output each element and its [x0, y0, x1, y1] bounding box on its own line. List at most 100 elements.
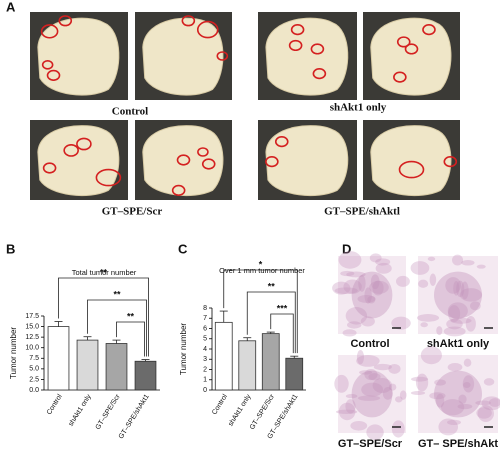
significance-bracket	[223, 269, 298, 354]
bar	[47, 326, 70, 391]
tissue	[37, 17, 120, 96]
tumor-ring	[404, 43, 419, 55]
tumor-ring	[181, 15, 196, 27]
tissue-cell	[382, 386, 393, 400]
y-tick-label: 0	[203, 387, 207, 394]
tumor-ring	[312, 67, 327, 80]
significance-label: **	[268, 281, 276, 291]
tissue-cell	[453, 281, 460, 296]
tissue	[265, 17, 349, 96]
histology-image	[418, 256, 498, 334]
y-axis-label: Tumor number	[9, 327, 18, 380]
tissue-cell	[459, 288, 483, 302]
group-caption: GT–SPE/Scr	[102, 206, 163, 218]
bar	[76, 339, 99, 391]
tissue-cell	[461, 259, 475, 266]
tissue-cell	[357, 294, 376, 303]
tissue-cell	[481, 396, 500, 411]
tissue-cell	[447, 419, 461, 425]
panel-label: B	[6, 241, 15, 256]
significance-bracket	[246, 291, 296, 354]
y-tick-label: 8	[203, 305, 207, 312]
tumor-ring	[46, 69, 61, 81]
y-tick-label: 6	[203, 325, 207, 332]
y-tick-label: 7	[203, 315, 207, 322]
tissue-cell	[411, 376, 429, 382]
tissue-cell	[345, 307, 368, 325]
tissue-cell	[447, 363, 463, 372]
tissue-cell	[375, 262, 392, 274]
tissue-cell	[445, 277, 462, 294]
y-tick-label: 1	[203, 377, 207, 384]
x-tick-label: Control	[46, 393, 64, 416]
tumor-ring	[422, 23, 436, 36]
tissue-cell	[448, 305, 461, 323]
tissue-cell	[447, 302, 468, 320]
tissue-mass	[434, 370, 482, 418]
tissue-cell	[346, 321, 362, 329]
bar	[214, 321, 233, 391]
tissue-cell	[438, 418, 459, 436]
tissue-cell	[463, 358, 472, 367]
tissue-cell	[358, 274, 366, 292]
tissue-cell	[450, 317, 472, 324]
tissue-mass	[351, 370, 393, 418]
tissue-cell	[457, 403, 473, 410]
tissue-cell	[475, 400, 492, 406]
x-tick-label: GT–SPE/Scr	[249, 393, 277, 431]
y-tick-label: 2	[203, 366, 207, 373]
tissue-cell	[345, 399, 356, 414]
tissue-cell	[427, 256, 436, 262]
tumor-ring	[197, 147, 209, 157]
tissue-cell	[364, 368, 378, 381]
y-tick-label: 17.5	[25, 313, 39, 320]
tissue-cell	[366, 424, 384, 441]
y-tick-label: 3	[203, 356, 207, 363]
tissue	[370, 125, 452, 197]
tissue-cell	[340, 270, 355, 277]
y-tick-label: 0.0	[29, 387, 39, 394]
tissue-cell	[420, 322, 428, 328]
tissue-cell	[334, 374, 349, 393]
image-caption: Control	[350, 338, 389, 350]
y-tick-label: 5	[203, 336, 207, 343]
tissue-cell	[359, 370, 373, 375]
tissue-cell	[446, 318, 463, 330]
y-tick-label: 2.5	[29, 376, 39, 383]
tissue-cell	[488, 398, 500, 407]
significance-bracket	[270, 313, 294, 354]
x-tick-label: shAkt1 only	[227, 393, 252, 428]
tumor-ring	[443, 156, 458, 168]
tissue-cell	[367, 296, 376, 304]
significance-label: **	[100, 267, 108, 277]
group-caption: Control	[112, 106, 148, 118]
bar	[134, 360, 157, 391]
significance-bracket	[116, 321, 145, 357]
tumor-ring	[95, 168, 122, 187]
tumor-ring	[393, 71, 407, 83]
tissue-cell	[429, 273, 437, 286]
tissue-cell	[418, 279, 429, 288]
x-tick-label: GT–SPE/shAkt1	[118, 393, 151, 440]
tissue-cell	[388, 363, 401, 374]
significance-bracket	[58, 277, 149, 357]
tissue-cell	[372, 280, 384, 296]
panel-label: D	[342, 241, 351, 256]
tumor-ring	[41, 60, 54, 70]
tumor-ring	[58, 15, 73, 27]
tissue-cell	[477, 405, 494, 422]
tissue-cell	[342, 329, 357, 337]
tissue-mass	[351, 271, 393, 319]
tissue-cell	[335, 409, 358, 415]
tumor-ring	[288, 39, 303, 52]
tissue-cell	[395, 396, 403, 403]
tissue-cell	[399, 390, 407, 400]
tissue-cell	[476, 407, 492, 419]
x-tick-label: GT–SPE/Scr	[95, 393, 123, 431]
y-tick-label: 5.0	[29, 366, 39, 373]
group-caption: shAkt1 only	[330, 102, 387, 114]
tissue-cell	[469, 301, 481, 311]
image-caption: GT– SPE/shAkt	[418, 438, 498, 450]
tissue-cell	[458, 394, 467, 404]
